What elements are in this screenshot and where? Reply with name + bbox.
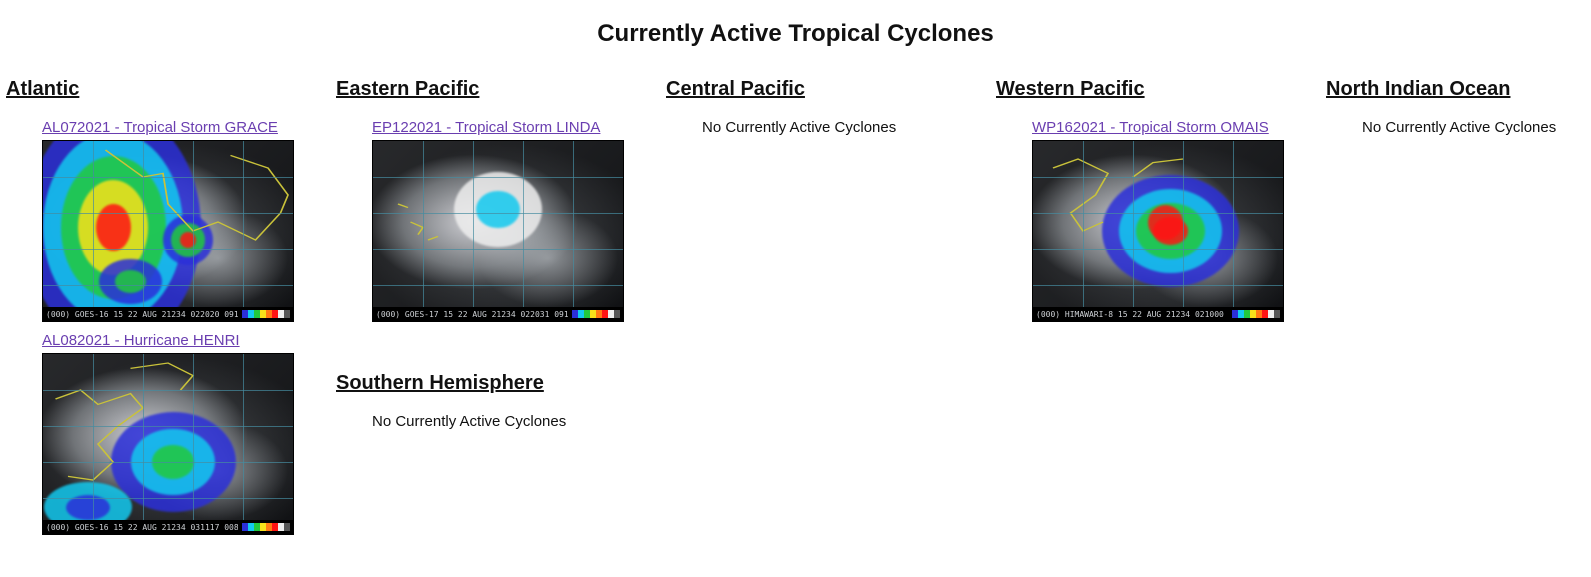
storm-item: EP122021 - Tropical Storm LINDA (000) GO… bbox=[372, 119, 626, 322]
storm-item: AL082021 - Hurricane HENRI (000) GOES-16… bbox=[42, 332, 296, 535]
satellite-thumbnail[interactable]: (000) HIMAWARI-8 15 22 AUG 21234 021000 … bbox=[1032, 140, 1284, 322]
region-header-atlantic: Atlantic bbox=[6, 78, 296, 101]
satellite-bar-text: (000) HIMAWARI-8 15 22 AUG 21234 021000 … bbox=[1036, 310, 1228, 319]
page-title: Currently Active Tropical Cyclones bbox=[0, 20, 1591, 48]
satellite-bar-text: (000) GOES-16 15 22 AUG 21234 022020 091… bbox=[46, 310, 238, 319]
satellite-bar-text: (000) GOES-16 15 22 AUG 21234 031117 008… bbox=[46, 523, 238, 532]
no-active-text: No Currently Active Cyclones bbox=[1362, 119, 1586, 136]
region-western-pacific: Western Pacific WP162021 - Tropical Stor… bbox=[996, 78, 1286, 332]
satellite-bar-text: (000) GOES-17 15 22 AUG 21234 022031 091… bbox=[376, 310, 568, 319]
regions-row: Atlantic AL072021 - Tropical Storm GRACE… bbox=[0, 78, 1591, 545]
storm-link-al072021[interactable]: AL072021 - Tropical Storm GRACE bbox=[42, 119, 278, 136]
region-central-pacific: Central Pacific No Currently Active Cycl… bbox=[666, 78, 956, 136]
satellite-thumbnail[interactable]: (000) GOES-17 15 22 AUG 21234 022031 091… bbox=[372, 140, 624, 322]
region-header-central-pacific: Central Pacific bbox=[666, 78, 956, 101]
storm-item: AL072021 - Tropical Storm GRACE (000) GO… bbox=[42, 119, 296, 322]
storm-link-ep122021[interactable]: EP122021 - Tropical Storm LINDA bbox=[372, 119, 600, 136]
region-north-indian-ocean: North Indian Ocean No Currently Active C… bbox=[1326, 78, 1586, 136]
satellite-thumbnail[interactable]: (000) GOES-16 15 22 AUG 21234 022020 091… bbox=[42, 140, 294, 322]
storm-link-al082021[interactable]: AL082021 - Hurricane HENRI bbox=[42, 332, 240, 349]
region-header-eastern-pacific: Eastern Pacific bbox=[336, 78, 626, 101]
satellite-thumbnail[interactable]: (000) GOES-16 15 22 AUG 21234 031117 008… bbox=[42, 353, 294, 535]
region-eastern-pacific: Eastern Pacific EP122021 - Tropical Stor… bbox=[336, 78, 626, 430]
storm-link-wp162021[interactable]: WP162021 - Tropical Storm OMAIS bbox=[1032, 119, 1269, 136]
region-atlantic: Atlantic AL072021 - Tropical Storm GRACE… bbox=[6, 78, 296, 545]
storm-item: WP162021 - Tropical Storm OMAIS (000) HI… bbox=[1032, 119, 1286, 322]
no-active-text: No Currently Active Cyclones bbox=[372, 413, 626, 430]
region-southern-hemisphere: Southern Hemisphere No Currently Active … bbox=[336, 372, 626, 430]
region-header-southern-hemisphere: Southern Hemisphere bbox=[336, 372, 626, 395]
region-header-western-pacific: Western Pacific bbox=[996, 78, 1286, 101]
no-active-text: No Currently Active Cyclones bbox=[702, 119, 956, 136]
region-header-north-indian-ocean: North Indian Ocean bbox=[1326, 78, 1586, 101]
